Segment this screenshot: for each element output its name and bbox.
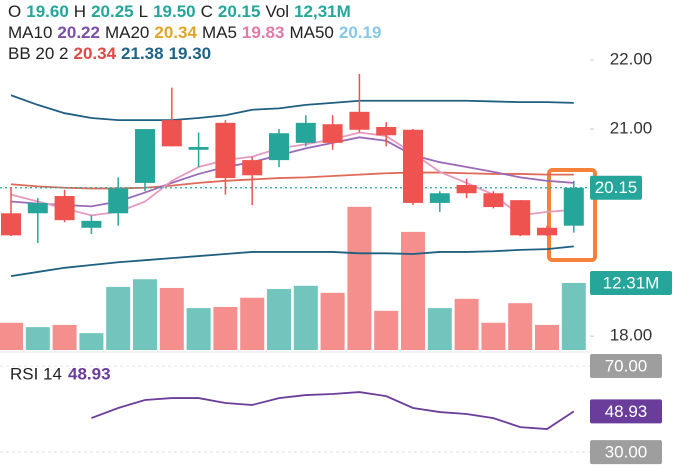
indicator-layer: [0, 94, 590, 277]
volume-bar: [454, 298, 479, 350]
candle-body: [81, 220, 102, 228]
indicator-line: [10, 136, 574, 208]
legend-item: 19.60: [26, 2, 69, 21]
candle-body: [188, 147, 209, 150]
y-tick-label: 21.00: [610, 119, 653, 138]
legend-item: 19.50: [153, 2, 196, 21]
volume-bar: [347, 206, 372, 350]
candle-body: [563, 187, 584, 226]
legend-item: MA10: [8, 23, 53, 42]
volume-bar: [79, 333, 104, 350]
legend-item: 19.30: [168, 44, 212, 63]
volume-bar: [52, 324, 77, 350]
legend-item: O: [8, 2, 22, 21]
volume-bar: [106, 286, 131, 350]
candle-body: [108, 188, 129, 214]
volume-bar: [0, 322, 23, 350]
y-tick-label: 18.00: [610, 326, 653, 345]
candle-body: [242, 160, 263, 176]
indicator-line: [10, 245, 574, 277]
rsi-tick-bg: [590, 354, 662, 379]
legend-item: 20.34: [154, 23, 197, 42]
legend-item: 19.83: [241, 23, 285, 42]
volume-bar: [133, 279, 157, 350]
last-price-tag-bg: [590, 175, 642, 200]
legend-item: H: [73, 2, 87, 21]
volume-bar: [401, 231, 425, 350]
legend-item: 20.34: [73, 44, 117, 63]
volume-bar: [293, 285, 318, 350]
candle-layer: [1, 73, 584, 243]
candle-body: [456, 184, 477, 194]
volume-bar: [561, 282, 586, 350]
volume-bar: [25, 327, 50, 350]
volume-bar: [159, 287, 184, 350]
rsi-value: 48.93: [68, 364, 111, 383]
candle-body: [376, 126, 397, 136]
candle-body: [483, 193, 504, 208]
legend-item: 12,31M: [294, 2, 351, 21]
candle-body: [215, 122, 236, 179]
candle-body: [537, 227, 557, 236]
candle-body: [349, 111, 370, 130]
volume-bar: [267, 289, 291, 350]
rsi-tag-bg: [590, 399, 662, 424]
legend-item: 20.25: [91, 2, 134, 21]
volume-bar: [240, 297, 265, 350]
rsi-tag: 48.93: [605, 402, 648, 421]
axis-layer: 22.00 21.00 18.00 20.15 12.31M 70.00 30.00 48.9…: [0, 50, 672, 465]
candle-body: [54, 196, 75, 221]
legend-item: 20.19: [338, 23, 382, 42]
last-price-tag: 20.15: [595, 178, 638, 197]
rsi-tick-bg: [590, 440, 662, 465]
volume-bar: [481, 322, 506, 350]
volume-bar: [374, 310, 399, 350]
legend-item: C: [200, 2, 213, 21]
legend-item: MA50: [289, 23, 334, 42]
legend-item: MA5: [201, 23, 237, 42]
candle-body: [27, 202, 48, 214]
rsi-tick-label: 70.00: [605, 357, 648, 376]
candle-body: [135, 129, 155, 183]
indicator-line: [10, 171, 574, 190]
volume-bar: [427, 308, 452, 350]
volume-bar: [508, 303, 533, 350]
indicator-line: [10, 94, 574, 121]
legend-item: 20.15: [217, 2, 261, 21]
candle-body: [269, 133, 289, 161]
candle-body: [295, 122, 316, 143]
volume-bar: [213, 306, 238, 350]
volume-tag: 12.31M: [603, 273, 660, 292]
candle-body: [403, 129, 423, 203]
candle-body: [429, 193, 450, 203]
legend-row: BB 20 2 20.34 21.38 19.30: [8, 43, 386, 64]
rsi-label: RSI 14: [10, 364, 62, 383]
volume-bar: [320, 292, 345, 350]
rsi-line: [91, 391, 575, 430]
volume-bar: [535, 324, 559, 350]
legend-item: L: [138, 2, 149, 21]
volume-layer: [0, 206, 586, 350]
y-tick-label: 22.00: [610, 50, 653, 69]
candle-body: [322, 124, 343, 143]
volume-tag-bg: [590, 270, 672, 295]
legend-item: Vol: [265, 2, 290, 21]
highlight-box: [547, 168, 597, 262]
legend-item: 21.38: [121, 44, 164, 63]
legend-item: 20.22: [57, 23, 100, 42]
legend-item: MA20: [104, 23, 150, 42]
indicator-line: [10, 131, 574, 217]
legend-item: BB 20 2: [8, 44, 69, 63]
legend-row: MA10 20.22 MA20 20.34 MA5 19.83 MA50 20.19: [8, 22, 386, 43]
legend: O 19.60 H 20.25 L 19.50 C 20.15 Vol 12,31M MA10 20.…: [8, 1, 386, 64]
candle-body: [510, 200, 531, 236]
legend-row: O 19.60 H 20.25 L 19.50 C 20.15 Vol 12,31M: [8, 1, 386, 22]
volume-bar: [186, 308, 211, 350]
candle-body: [1, 213, 21, 236]
candle-body: [161, 120, 182, 147]
rsi-tick-label: 30.00: [605, 443, 648, 462]
